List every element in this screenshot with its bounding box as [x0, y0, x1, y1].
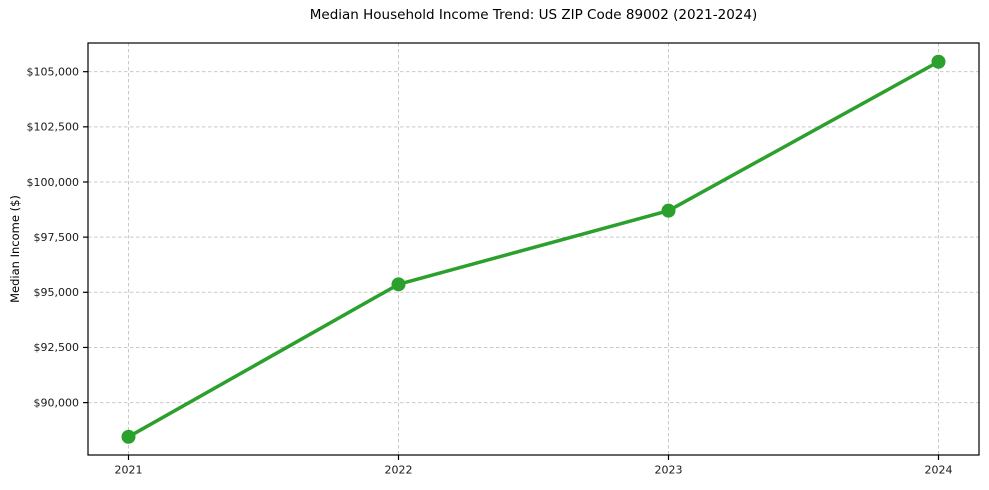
data-point-marker: [931, 54, 946, 69]
data-point-marker: [391, 277, 406, 292]
x-tick-label: 2022: [385, 464, 413, 477]
y-tick-label: $97,500: [34, 231, 80, 244]
plot-border: [87, 42, 980, 456]
x-tick-label: 2024: [925, 464, 953, 477]
y-tick-label: $102,500: [27, 121, 80, 134]
y-tick-label: $105,000: [27, 65, 80, 78]
x-tick-label: 2023: [655, 464, 683, 477]
y-tick-label: $100,000: [27, 176, 80, 189]
x-tick-label: 2021: [115, 464, 143, 477]
trend-line: [126, 60, 941, 439]
y-tick-label: $90,000: [34, 396, 80, 409]
chart-title: Median Household Income Trend: US ZIP Co…: [309, 7, 758, 23]
data-point-marker: [661, 203, 676, 218]
y-tick-label: $95,000: [34, 286, 80, 299]
y-tick-label: $92,500: [34, 341, 80, 354]
data-point-marker: [121, 429, 136, 444]
